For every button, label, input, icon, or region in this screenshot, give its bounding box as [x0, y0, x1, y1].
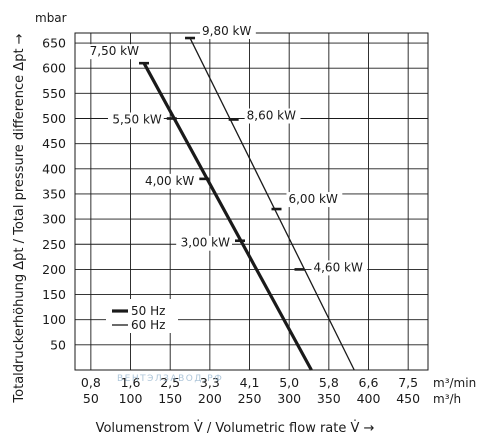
x-tick-label-m3h: 150 [158, 391, 182, 406]
x-tick-label-m3h: 200 [198, 391, 222, 406]
power-label-bg [107, 112, 164, 128]
grid [74, 32, 429, 371]
y-tick-label: 500 [42, 111, 66, 126]
y-tick-label: 150 [42, 287, 66, 302]
power-label-bg [200, 24, 256, 40]
power-label: 4,00 kW [145, 174, 194, 188]
y-tick-label: 350 [42, 186, 66, 201]
x-tick-label-m3h: 50 [83, 391, 99, 406]
x-tick-label-m3min: 3,3 [200, 375, 220, 390]
x-unit-bottom: m³/h [433, 392, 461, 406]
x-tick-label-m3h: 400 [357, 391, 381, 406]
series-layer [139, 36, 355, 371]
x-tick-label-m3min: 5,0 [279, 375, 299, 390]
power-label-bg [286, 192, 343, 208]
y-tick-label: 650 [42, 36, 66, 51]
power-label-bg [85, 44, 142, 60]
legend-box [106, 299, 178, 333]
y-tick-label: 600 [42, 61, 66, 76]
series-line-50hz [142, 62, 313, 371]
power-label: 7,50 kW [90, 44, 139, 58]
x-tick-label-m3min: 2,5 [160, 375, 180, 390]
power-label-bg [244, 108, 301, 124]
power-labels: 7,50 kW 5,50 kW 4,00 kW 3,00 kW 9,80 kW 8,60 … [85, 24, 368, 276]
y-tick-label: 100 [42, 312, 66, 327]
x-tick-label-m3h: 300 [277, 391, 301, 406]
power-label: 4,60 kW [313, 260, 362, 274]
power-label: 5,50 kW [112, 113, 161, 127]
y-tick-labels: 50 100 150 200 250 300 350 400 450 500 550 600 650 [42, 36, 66, 353]
power-label: 6,00 kW [288, 192, 337, 206]
x-unit-top: m³/min [433, 376, 476, 390]
x-axis-title: Volumenstrom V̇ / Volumetric flow rate V… [96, 421, 375, 436]
series-line-60hz [189, 37, 355, 371]
x-tick-label-m3min: 6,6 [359, 375, 379, 390]
watermark: ВЕНТЭЛЗАВОД.РФ [117, 374, 223, 384]
legend-label: 60 Hz [131, 318, 165, 332]
y-tick-label: 250 [42, 237, 66, 252]
power-label: 9,80 kW [202, 24, 251, 38]
power-label-bg [311, 260, 368, 276]
power-label-bg [176, 235, 232, 251]
y-axis-title: Totaldruckerhöhung Δpt / Total pressure … [12, 33, 27, 403]
y-unit: mbar [35, 11, 67, 25]
power-label-bg [140, 173, 197, 189]
y-tick-label: 300 [42, 212, 66, 227]
x-tick-label-m3h: 250 [238, 391, 262, 406]
y-tick-label: 550 [42, 86, 66, 101]
y-tick-label: 200 [42, 262, 66, 277]
x-tick-label-m3h: 350 [317, 391, 341, 406]
y-tick-label: 450 [42, 136, 66, 151]
power-label: 3,00 kW [181, 236, 230, 250]
x-tick-label-m3h: 100 [119, 391, 143, 406]
x-tick-label-m3min: 4,1 [240, 375, 260, 390]
legend-label: 50 Hz [131, 304, 165, 318]
power-label: 8,60 kW [247, 109, 296, 123]
x-tick-label-m3h: 450 [396, 391, 420, 406]
y-tick-label: 50 [50, 337, 66, 352]
x-tick-label-m3min: 0,8 [81, 375, 101, 390]
y-tick-label: 400 [42, 161, 66, 176]
x-tick-label-m3min: 7,5 [398, 375, 418, 390]
x-tick-label-m3min: 1,6 [121, 375, 141, 390]
x-tick-label-m3min: 5,8 [319, 375, 339, 390]
